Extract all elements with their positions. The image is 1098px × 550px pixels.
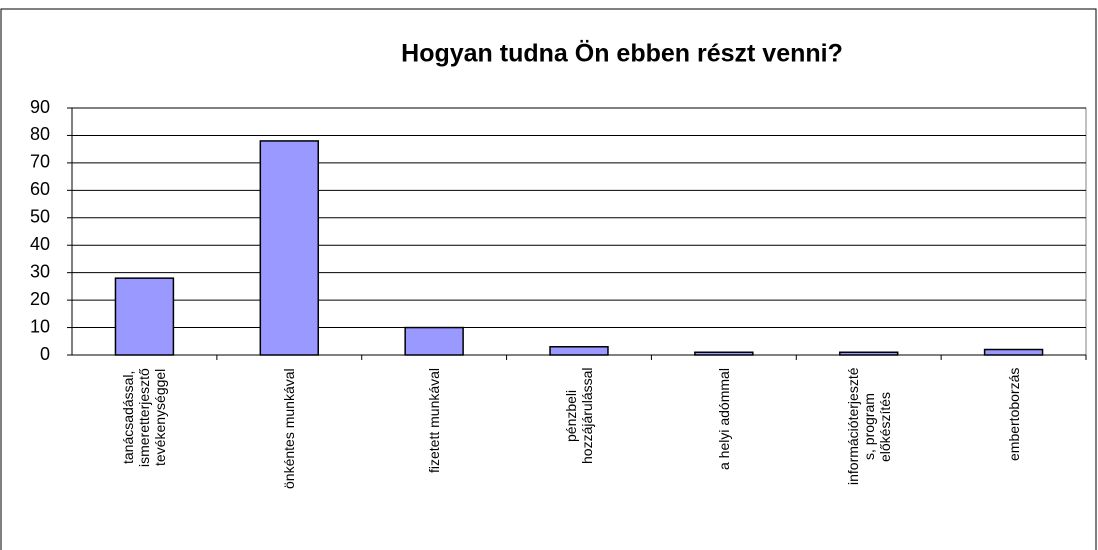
y-tick-label: 90 xyxy=(30,97,50,117)
bar xyxy=(114,277,175,356)
bar xyxy=(404,326,464,356)
chart-border xyxy=(0,8,1097,550)
x-tick-label-box: pénzbeli hozzájárulással xyxy=(563,368,595,546)
x-tick-label: a helyi adómmal xyxy=(715,368,732,470)
x-tick-label-box: tanácsadással, ismeretterjesztő tevékeny… xyxy=(120,368,168,546)
y-tick-label: 0 xyxy=(40,344,50,364)
y-tick-label: 10 xyxy=(30,316,50,336)
x-tick-label-box: információterjeszté s, program előkészít… xyxy=(845,368,893,546)
x-tick-label: információterjeszté s, program előkészít… xyxy=(844,368,893,486)
bar xyxy=(259,140,320,356)
chart-title: Hogyan tudna Ön ebben részt venni? xyxy=(401,39,843,68)
y-tick-label: 80 xyxy=(30,124,50,144)
x-tick-label: pénzbeli hozzájárulással xyxy=(563,368,595,465)
y-tick-label: 50 xyxy=(30,207,50,227)
x-tick-label-box: a helyi adómmal xyxy=(716,368,732,546)
x-tick-label: embertoborzás xyxy=(1005,368,1022,462)
x-tick-label: fizetett munkával xyxy=(426,368,443,474)
x-tick-label-box: önkéntes munkával xyxy=(281,368,297,546)
x-tick-label: önkéntes munkával xyxy=(281,368,298,489)
plot-area xyxy=(71,107,1087,356)
y-tick-label: 70 xyxy=(30,152,50,172)
y-tick-label: 60 xyxy=(30,179,50,199)
x-tick-label-box: fizetett munkával xyxy=(426,368,442,546)
y-tick-label: 20 xyxy=(30,289,50,309)
y-tick-label: 40 xyxy=(30,234,50,254)
x-tick-label: tanácsadással, ismeretterjesztő tevékeny… xyxy=(120,368,169,467)
bar xyxy=(983,348,1044,356)
y-tick-label: 30 xyxy=(30,261,50,281)
bar xyxy=(549,346,609,356)
x-tick-label-box: embertoborzás xyxy=(1006,368,1022,546)
